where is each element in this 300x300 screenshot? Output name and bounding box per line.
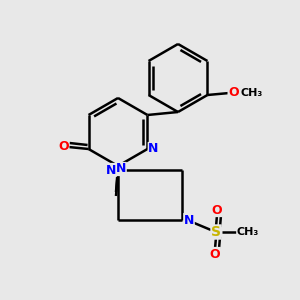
Text: N: N [106, 164, 116, 176]
Text: N: N [184, 214, 194, 226]
Text: O: O [58, 140, 69, 152]
Text: O: O [228, 86, 239, 100]
Text: N: N [116, 163, 126, 176]
Text: S: S [211, 225, 221, 239]
Text: CH₃: CH₃ [237, 227, 259, 237]
Text: O: O [212, 203, 222, 217]
Text: O: O [210, 248, 220, 260]
Text: N: N [148, 142, 159, 155]
Text: CH₃: CH₃ [240, 88, 262, 98]
